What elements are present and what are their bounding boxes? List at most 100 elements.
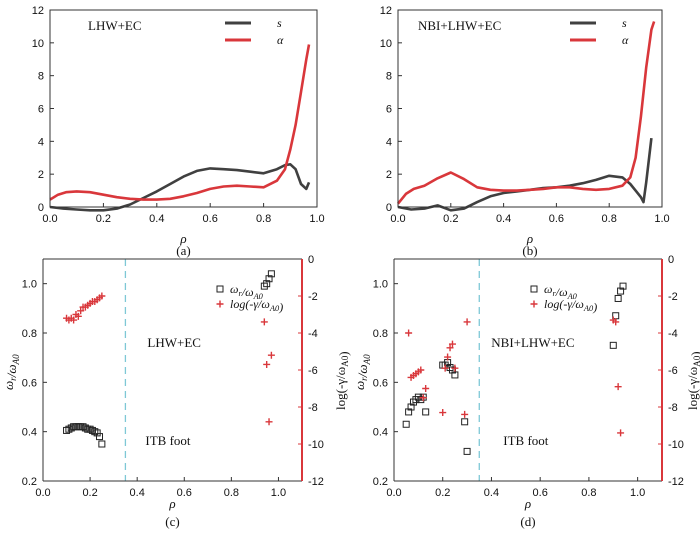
square-marker — [617, 287, 625, 295]
plus-marker — [74, 312, 82, 320]
y-right-tick-label: 0 — [668, 254, 674, 266]
square-marker — [65, 425, 73, 433]
legend-label: α — [622, 33, 629, 47]
y-left-tick-label: 0.4 — [22, 427, 37, 439]
square-marker — [98, 440, 106, 448]
y-tick-label: 6 — [38, 104, 44, 116]
plus-marker — [614, 383, 622, 391]
plus-marker — [439, 409, 447, 417]
y-left-tick-label: 0.6 — [22, 377, 37, 389]
plus-marker — [461, 410, 469, 418]
x-tick-label: 0.8 — [581, 487, 596, 499]
y-tick-label: 0 — [38, 202, 44, 214]
x-tick-label: 0.2 — [435, 487, 450, 499]
x-tick-label: 0.4 — [496, 213, 511, 225]
y-left-axis-label: ωr/ωA0 — [1, 354, 21, 390]
square-marker — [619, 282, 627, 290]
plus-marker — [446, 344, 454, 352]
y-right-axis-label: log(-γ/ωA0) — [685, 351, 700, 410]
panel-caption: (c) — [165, 514, 179, 529]
square-marker — [405, 408, 413, 416]
square-marker — [81, 424, 89, 432]
y-right-tick-label: -4 — [668, 328, 678, 340]
series-line-alpha — [396, 21, 656, 205]
y-right-tick-label: -8 — [668, 402, 678, 414]
y-left-tick-label: 0.2 — [22, 476, 37, 488]
x-tick-label: 0.2 — [443, 213, 458, 225]
y-tick-label: 0 — [386, 202, 392, 214]
x-tick-label: 0.8 — [224, 487, 239, 499]
plus-marker — [422, 385, 430, 392]
plus-marker — [612, 318, 620, 326]
y-left-tick-label: 0.6 — [373, 377, 388, 389]
x-axis-label: ρ — [179, 231, 186, 246]
series-line-alpha — [49, 44, 311, 201]
plus-marker — [617, 429, 625, 437]
plus-marker — [77, 307, 85, 315]
y-left-axis-label: ωr/ωA0 — [352, 354, 372, 390]
y-tick-label: 12 — [32, 5, 44, 17]
x-tick-label: 1.0 — [630, 487, 645, 499]
x-tick-label: 0.2 — [96, 213, 111, 225]
chart-panel-b: 0 2 4 6 8 10 12 0.0 0.2 0.4 0.6 0.8 1.0 NBI+LHW+EC sα ρ… — [380, 5, 670, 258]
y-right-tick-label: -6 — [308, 365, 318, 377]
y-tick-label: 12 — [380, 5, 392, 17]
x-axis-label: ρ — [524, 496, 531, 511]
y-tick-label: 4 — [386, 136, 392, 148]
legend-label: ωr/ωA0 — [230, 282, 264, 301]
square-marker — [409, 398, 417, 406]
plus-marker — [441, 364, 449, 372]
x-tick-label: 0.0 — [390, 213, 405, 225]
square-marker — [260, 282, 268, 290]
legend-square — [216, 285, 224, 293]
legend-label: s — [277, 16, 282, 30]
y-tick-label: 8 — [386, 71, 392, 83]
y-right-tick-label: 0 — [308, 254, 314, 266]
plus-marker — [260, 318, 268, 326]
x-tick-label: 0.4 — [130, 487, 145, 499]
plus-marker — [451, 364, 459, 372]
y-right-tick-label: -4 — [308, 328, 318, 340]
square-marker — [412, 396, 420, 404]
square-marker — [265, 275, 273, 283]
y-right-tick-label: -2 — [668, 291, 678, 303]
x-tick-label: 0.0 — [386, 487, 401, 499]
plus-marker — [419, 394, 427, 402]
plot-frame — [49, 9, 318, 208]
y-left-tick-label: 1.0 — [373, 279, 388, 291]
plus-marker — [267, 351, 275, 359]
legend-label: α — [277, 33, 284, 47]
legend-square — [530, 285, 538, 293]
x-tick-label: 0.2 — [82, 487, 97, 499]
x-tick-label: 0.4 — [149, 213, 164, 225]
y-tick-label: 2 — [386, 169, 392, 181]
y-right-tick-label: -8 — [308, 402, 318, 414]
square-marker — [461, 418, 469, 426]
square-marker — [88, 426, 96, 434]
x-tick-label: 1.0 — [271, 487, 286, 499]
x-tick-label: 0.6 — [533, 487, 548, 499]
x-tick-label: 1.0 — [309, 213, 324, 225]
y-left-tick-label: 0.8 — [373, 328, 388, 340]
square-marker — [63, 426, 71, 434]
y-right-tick-label: -2 — [308, 291, 318, 303]
x-tick-label: 0.0 — [42, 213, 57, 225]
legend-label: ωr/ωA0 — [544, 282, 578, 301]
y-right-tick-label: -12 — [308, 476, 324, 488]
square-marker — [451, 371, 459, 379]
plus-marker — [70, 316, 78, 324]
plus-marker — [405, 329, 413, 337]
y-tick-label: 2 — [38, 169, 44, 181]
panel-caption: (d) — [520, 514, 535, 529]
series-line-s — [397, 137, 653, 212]
itb-foot-label: ITB foot — [145, 433, 191, 448]
plus-marker — [463, 318, 471, 326]
x-tick-label: 0.8 — [602, 213, 617, 225]
y-right-tick-label: -10 — [668, 439, 684, 451]
chart-panel-c: 0.20.40.60.81.00-2-4-6-8-10-120.0 0.2 0.4 0… — [1, 254, 351, 529]
square-marker — [609, 341, 617, 349]
square-marker — [93, 429, 101, 437]
y-left-tick-label: 0.2 — [373, 476, 388, 488]
y-left-tick-label: 0.8 — [22, 328, 37, 340]
